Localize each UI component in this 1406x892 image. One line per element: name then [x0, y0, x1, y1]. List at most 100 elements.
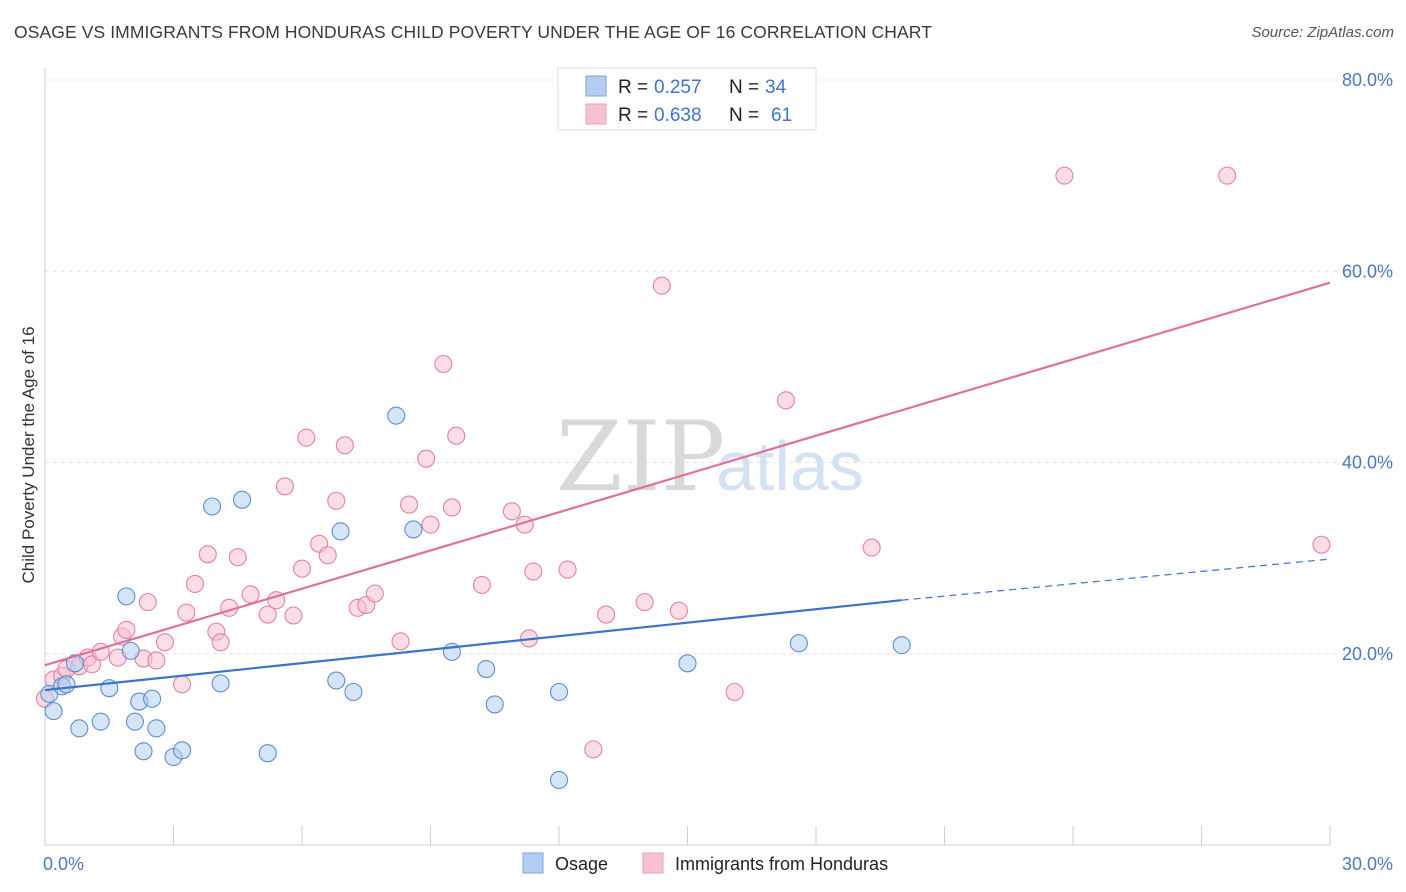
osage-point	[134, 742, 153, 761]
trend-line-osage	[44, 599, 902, 692]
chart-title: OSAGE VS IMMIGRANTS FROM HONDURAS CHILD …	[14, 22, 932, 42]
osage-point	[477, 659, 496, 679]
osage-point	[65, 654, 85, 673]
osage-point	[327, 671, 346, 690]
honduras-point	[434, 354, 453, 374]
honduras-point	[652, 276, 671, 295]
series-legend: Osage Immigrants from Honduras	[522, 852, 888, 874]
osage-point	[344, 682, 363, 702]
bottom-legend-swatch-osage	[522, 852, 544, 874]
osage-point	[387, 406, 406, 425]
y-tick-label: 20.0%	[1342, 644, 1393, 664]
axes	[44, 68, 1331, 846]
y-tick-label: 60.0%	[1342, 261, 1393, 281]
trend-line-honduras	[44, 281, 1331, 667]
bottom-legend-label-honduras: Immigrants from Honduras	[675, 854, 888, 874]
osage-point	[117, 587, 136, 606]
y-axis-title: Child Poverty Under the Age of 16	[19, 326, 38, 583]
honduras-point	[177, 603, 196, 622]
honduras-point	[1055, 166, 1074, 185]
honduras-point	[1312, 535, 1331, 554]
osage-point	[232, 490, 252, 509]
honduras-point	[318, 546, 337, 565]
honduras-point	[635, 593, 654, 612]
x-tick-labels: 0.0% 30.0%	[43, 854, 1393, 874]
x-tick-label-min: 0.0%	[43, 854, 84, 874]
honduras-point	[147, 651, 166, 670]
osage-point	[121, 641, 140, 660]
honduras-point	[284, 606, 303, 625]
osage-point	[789, 634, 808, 653]
y-tick-labels: 20.0% 40.0% 60.0% 80.0%	[1342, 70, 1393, 664]
series-osage	[40, 406, 911, 790]
osage-point	[143, 689, 162, 708]
osage-point	[404, 520, 423, 539]
honduras-point	[173, 675, 192, 694]
honduras-point	[447, 426, 466, 445]
honduras-point	[1218, 166, 1237, 185]
osage-point	[485, 695, 504, 714]
legend-r-value-honduras: 0.638	[654, 105, 702, 126]
watermark-zip: ZIP	[556, 401, 725, 513]
honduras-point	[597, 605, 616, 624]
osage-point	[258, 744, 277, 763]
honduras-point	[725, 682, 744, 702]
legend-n-label-osage: N =	[729, 77, 759, 98]
osage-point	[211, 674, 230, 693]
legend-r-label-osage: R =	[618, 77, 648, 98]
honduras-point	[472, 575, 491, 594]
honduras-point	[228, 548, 247, 567]
honduras-point	[776, 391, 796, 410]
honduras-point	[391, 632, 410, 651]
honduras-point	[327, 491, 346, 510]
y-tick-label: 40.0%	[1342, 453, 1393, 473]
honduras-point	[258, 605, 277, 624]
honduras-point	[292, 559, 312, 578]
osage-point	[549, 682, 569, 702]
honduras-point	[558, 560, 577, 579]
watermark: ZIP atlas	[556, 401, 864, 513]
osage-point	[173, 741, 192, 760]
honduras-point	[417, 449, 436, 468]
osage-point	[203, 497, 222, 516]
honduras-point	[335, 436, 354, 455]
honduras-point	[198, 545, 217, 564]
stats-legend: R = 0.257 N = 34 R = 0.638 N = 61	[557, 67, 817, 131]
legend-swatch-osage	[585, 75, 607, 97]
legend-r-value-osage: 0.257	[654, 77, 702, 98]
osage-point	[70, 719, 89, 738]
y-tick-label: 80.0%	[1342, 70, 1393, 90]
honduras-point	[669, 601, 688, 620]
legend-r-label-honduras: R =	[618, 105, 648, 126]
trend-line-osage-extension	[901, 558, 1331, 601]
honduras-point	[421, 515, 440, 534]
osage-point	[549, 770, 569, 790]
honduras-point	[365, 584, 384, 603]
osage-point	[57, 675, 76, 694]
osage-point	[147, 719, 166, 738]
honduras-point	[584, 740, 603, 759]
source-label: Source: ZipAtlas.com	[1251, 24, 1394, 41]
honduras-point	[155, 633, 174, 652]
bottom-legend-swatch-honduras	[642, 852, 664, 874]
honduras-point	[297, 428, 316, 447]
watermark-atlas: atlas	[716, 427, 864, 505]
osage-point	[125, 712, 144, 731]
honduras-point	[211, 633, 230, 652]
honduras-point	[442, 498, 461, 517]
x-tick-label-max: 30.0%	[1342, 854, 1393, 874]
honduras-point	[275, 477, 294, 496]
honduras-point	[241, 585, 260, 604]
osage-point	[44, 702, 63, 721]
honduras-point	[117, 620, 136, 639]
legend-n-value-osage: 34	[765, 77, 787, 98]
legend-n-label-honduras: N =	[729, 105, 759, 126]
legend-n-value-honduras: 61	[771, 105, 792, 126]
grid	[45, 79, 1393, 655]
bottom-legend-label-osage: Osage	[555, 854, 608, 874]
honduras-point	[502, 502, 521, 521]
honduras-point	[862, 538, 881, 557]
honduras-point	[138, 593, 157, 612]
legend-swatch-honduras	[585, 103, 607, 125]
